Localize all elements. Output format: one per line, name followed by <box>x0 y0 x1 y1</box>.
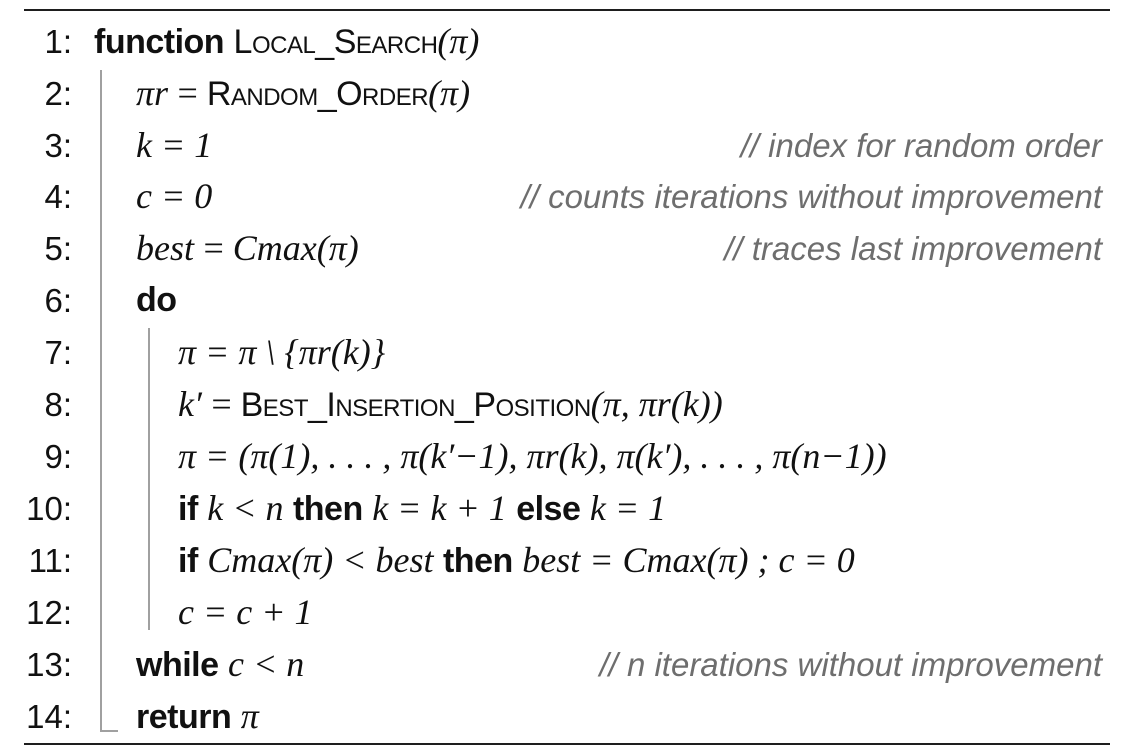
algorithm-line: 2: πr = Random_Order(π) <box>0 68 1128 119</box>
keyword-if: if <box>178 542 198 580</box>
code-text: c = c + 1 <box>178 587 313 639</box>
lhs-variable: best <box>136 228 194 268</box>
line-number: 1: <box>44 23 72 60</box>
then-expression: k = k + 1 <box>372 488 507 528</box>
line-number: 12: <box>26 594 72 631</box>
keyword: function <box>94 23 225 61</box>
rhs-expression: Cmax(π) <box>232 228 359 268</box>
line-number: 13: <box>26 646 72 683</box>
then-expression: best = Cmax(π) ; c = 0 <box>522 540 855 580</box>
code-text: if Cmax(π) < best then best = Cmax(π) ; … <box>178 535 855 587</box>
function-scope-line <box>100 70 102 732</box>
expression: π <box>240 696 259 736</box>
comment: // traces last improvement <box>724 230 1102 267</box>
line-number: 10: <box>26 490 72 527</box>
condition: Cmax(π) < best <box>207 540 434 580</box>
line-number: 11: <box>28 542 72 579</box>
algorithm-line: 11: if Cmax(π) < best then best = Cmax(π… <box>0 535 1128 586</box>
procedure-args: (π) <box>428 73 471 113</box>
algorithm-line: 7: π = π \ {πr(k)} <box>0 327 1128 378</box>
keyword-then: then <box>442 542 513 580</box>
do-loop-scope-line <box>148 328 150 630</box>
line-number: 8: <box>44 386 72 423</box>
algorithm-line: 5: best = Cmax(π) // traces last improve… <box>0 223 1128 274</box>
keyword: return <box>136 698 232 736</box>
keyword-if: if <box>178 490 198 528</box>
condition: k < n <box>207 488 284 528</box>
keyword: while <box>136 646 219 684</box>
expression: π = π \ {πr(k)} <box>178 332 386 372</box>
expression: k = 1 <box>136 125 213 165</box>
code-text: k′ = Best_Insertion_Position(π, πr(k)) <box>178 384 723 424</box>
code-text: while c < n <box>136 639 304 691</box>
keyword: do <box>136 281 177 319</box>
comment: // index for random order <box>740 127 1102 164</box>
code-text: πr = Random_Order(π) <box>136 73 471 113</box>
procedure-args: (π, πr(k)) <box>590 384 723 424</box>
comment: // n iterations without improvement <box>599 646 1102 683</box>
top-rule <box>24 9 1110 11</box>
code-text: π = π \ {πr(k)} <box>178 327 385 379</box>
condition: c < n <box>227 644 305 684</box>
function-scope-end <box>100 730 118 732</box>
algorithm-line: 8: k′ = Best_Insertion_Position(π, πr(k)… <box>0 379 1128 430</box>
line-number: 6: <box>44 282 72 319</box>
algorithm-line: 1: function Local_Search(π) <box>0 16 1128 67</box>
else-expression: k = 1 <box>589 488 667 528</box>
lhs-variable: k′ <box>178 384 202 424</box>
keyword-else: else <box>516 490 581 528</box>
algorithm-line: 10: if k < n then k = k + 1 else k = 1 <box>0 483 1128 534</box>
code-text: π = (π(1), . . . , π(k′−1), πr(k), π(k′)… <box>178 431 887 483</box>
code-text: k = 1 <box>136 120 212 172</box>
procedure-args: (π) <box>437 21 480 61</box>
procedure-name: Best_Insertion_Position <box>240 386 592 424</box>
algorithm-line: 4: c = 0 // counts iterations without im… <box>0 171 1128 222</box>
procedure-name: Local_Search <box>233 23 438 61</box>
line-number: 9: <box>44 438 72 475</box>
line-number: 14: <box>26 698 72 735</box>
line-number: 5: <box>44 230 72 267</box>
line-number: 2: <box>44 75 72 112</box>
expression: c = 0 <box>136 176 213 216</box>
algorithm-line: 9: π = (π(1), . . . , π(k′−1), πr(k), π(… <box>0 431 1128 482</box>
code-text: best = Cmax(π) <box>136 228 359 268</box>
code-text: function Local_Search(π) <box>94 16 479 68</box>
algorithm-line: 12: c = c + 1 <box>0 587 1128 638</box>
keyword-then: then <box>292 490 363 528</box>
algorithm-line: 6: do <box>0 275 1128 326</box>
expression: π = (π(1), . . . , π(k′−1), πr(k), π(k′)… <box>178 436 887 476</box>
line-number: 3: <box>44 127 72 164</box>
code-text: if k < n then k = k + 1 else k = 1 <box>178 483 666 535</box>
line-number: 4: <box>44 178 72 215</box>
algorithm-line: 14: return π <box>0 691 1128 742</box>
algorithm-line: 3: k = 1 // index for random order <box>0 120 1128 171</box>
line-number: 7: <box>44 334 72 371</box>
comment: // counts iterations without improvement <box>520 178 1102 215</box>
code-text: c = 0 <box>136 171 212 223</box>
lhs-variable: πr <box>136 73 169 113</box>
code-text: do <box>136 275 177 326</box>
expression: c = c + 1 <box>178 592 313 632</box>
algorithm-line: 13: while c < n // n iterations without … <box>0 639 1128 690</box>
code-text: return π <box>136 691 259 743</box>
procedure-name: Random_Order <box>206 75 429 113</box>
bottom-rule <box>24 743 1110 745</box>
